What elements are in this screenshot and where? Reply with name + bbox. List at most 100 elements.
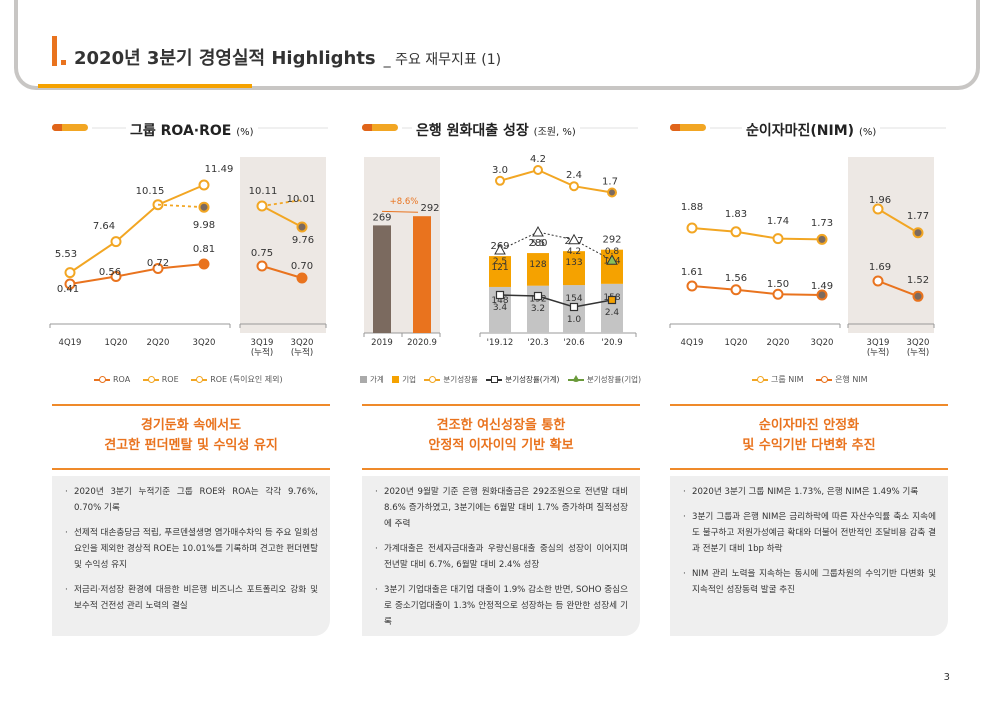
legend-growth-label: 분기성장률 — [443, 375, 478, 384]
title-accent-bar — [52, 36, 57, 66]
title-accent-dot — [61, 60, 66, 65]
annual-shade — [364, 157, 440, 333]
legend-household-label: 가계 — [370, 375, 384, 384]
corporate-bar — [601, 249, 623, 284]
legend-roa: ROA — [94, 375, 130, 384]
roe-point — [110, 236, 122, 248]
household-growth-label: 1.0 — [567, 315, 582, 325]
household-bar — [563, 285, 585, 333]
roe-adjusted-data-label: 10.01 — [287, 194, 316, 205]
household-growth-label: 2.4 — [605, 308, 620, 318]
roa-point — [296, 272, 308, 284]
group-nim-point — [772, 233, 784, 245]
section-1-title: 그룹 ROA·ROE (%) — [126, 120, 258, 140]
chart-1-x-label: 3Q20 — [193, 338, 216, 348]
household-bar — [601, 283, 623, 333]
legend-corporate: 기업 — [392, 374, 416, 385]
legend-group-nim-label: 그룹 NIM — [771, 375, 804, 384]
bank-nim-label: 1.61 — [681, 267, 703, 278]
corporate-growth-label: 4.2 — [567, 247, 581, 257]
page-title-text: 2020년 3분기 경영실적 Highlights — [74, 48, 376, 69]
corporate-growth-label: 2.5 — [493, 257, 507, 267]
corporate-growth-point — [606, 254, 618, 265]
section-3-headline: 순이자마진 안정화 및 수익기반 다변화 추진 — [670, 404, 948, 470]
roa-data-label: 0.70 — [291, 261, 313, 272]
roe-adjusted-point — [198, 201, 210, 213]
growth-data-label: 2.4 — [566, 170, 582, 181]
bank-nim-point — [912, 290, 924, 302]
household-bar-label: 158 — [603, 293, 620, 303]
group-nim-point — [872, 203, 884, 215]
section-2-unit: (조원, %) — [533, 127, 576, 138]
page-subtitle: _ 주요 재무지표 (1) — [383, 52, 502, 68]
growth-point — [569, 181, 579, 192]
group-nim-label: 1.77 — [907, 211, 929, 222]
section-1-headline-line-2: 견고한 펀더멘탈 및 수익성 유지 — [104, 438, 278, 453]
section-3-bullet: 3분기 그룹과 은행 NIM은 금리하락에 따른 자산수익률 축소 지속에도 불… — [682, 509, 936, 557]
chart-1b-x-label: (누적) — [251, 347, 273, 358]
growth-point — [607, 187, 617, 198]
household-growth-point — [607, 295, 617, 305]
section-2-title-text: 은행 원화대출 성장 — [416, 123, 529, 139]
section-1-notes: 2020년 3분기 누적기준 그룹 ROE와 ROA는 각각 9.76%, 0.… — [52, 476, 330, 636]
section-3-title-text: 순이자마진(NIM) — [746, 123, 855, 139]
roa-point — [198, 258, 210, 270]
section-1-headline-line-1: 경기둔화 속에서도 — [140, 418, 242, 433]
roe-line — [69, 184, 205, 274]
growth-point — [533, 165, 543, 175]
group-nim-point — [912, 227, 924, 239]
legend-bank-nim-label: 은행 NIM — [835, 375, 868, 384]
chart-3b-x-label: (누적) — [907, 347, 929, 358]
legend-growth-corporate: 분기성장률(기업) — [567, 374, 641, 385]
cumulative-shade — [240, 157, 326, 333]
chart-3-x-label: 3Q20 — [811, 338, 834, 348]
legend-corporate-label: 기업 — [402, 375, 417, 384]
household-growth-label: 3.2 — [531, 304, 545, 314]
corporate-growth-point — [494, 243, 506, 255]
chart-3b-x-label: 3Q20 — [907, 338, 930, 348]
legend-bank-nim: 은행 NIM — [816, 374, 868, 385]
roe-point — [152, 199, 164, 211]
section-3-title: 순이자마진(NIM) (%) — [742, 120, 881, 140]
roe-data-label: 7.64 — [93, 221, 115, 232]
roe-adjusted-line — [157, 203, 205, 209]
roa-point — [64, 278, 76, 290]
roa-data-label: 0.81 — [193, 244, 215, 255]
section-3-headline-line-2: 및 수익기반 다변화 추진 — [742, 438, 876, 453]
chart-3-x-label: 1Q20 — [725, 338, 748, 348]
legend-household: 가계 — [360, 374, 384, 385]
group-nim-point — [730, 226, 742, 238]
loan-bar — [413, 216, 431, 333]
total-bar-label: 287 — [564, 236, 583, 247]
bank-nim-line — [691, 285, 823, 296]
section-2-headline-line-1: 견조한 여신성장을 통한 — [436, 418, 566, 433]
legend-growth-corporate-label: 분기성장률(기업) — [586, 375, 641, 384]
section-2-notes: 2020년 9월말 기준 은행 원화대출금은 292조원으로 전년말 대비 8.… — [362, 476, 640, 636]
section-1-bullet: 저금리·저성장 환경에 대응한 비은행 비즈니스 포트폴리오 강화 및 보수적 … — [64, 582, 318, 614]
total-bar-label: 280 — [528, 238, 547, 249]
legend-roe-label: ROE — [161, 375, 179, 384]
roa-point — [152, 263, 164, 274]
section-1-bullet: 선제적 대손충당금 적립, 푸르덴셜생명 염가매수차익 등 주요 일회성요인을 … — [64, 525, 318, 573]
legend-roa-icon — [94, 376, 110, 383]
household-bar — [527, 285, 549, 333]
group-nim-label: 1.74 — [767, 216, 789, 227]
roa-data-label: 0.75 — [251, 248, 273, 259]
growth-data-label: 4.2 — [530, 154, 546, 165]
section-1-bullet: 2020년 3분기 누적기준 그룹 ROE와 ROA는 각각 9.76%, 0.… — [64, 484, 318, 516]
roe-point — [296, 221, 308, 233]
section-2-headline: 견조한 여신성장을 통한 안정적 이자이익 기반 확보 — [362, 404, 640, 470]
roe-point — [64, 267, 76, 279]
household-growth-line — [499, 294, 613, 308]
section-3-notes: 2020년 3분기 그룹 NIM은 1.73%, 은행 NIM은 1.49% 기… — [670, 476, 948, 636]
corporate-bar — [527, 253, 549, 286]
page-title: 2020년 3분기 경영실적 Highlights _ 주요 재무지표 (1) — [74, 44, 501, 70]
bank-nim-point — [772, 288, 784, 300]
roe-data-label: 9.76 — [292, 235, 314, 246]
roe-data-label: 11.49 — [205, 164, 234, 175]
section-1-title-text: 그룹 ROA·ROE — [130, 123, 232, 139]
household-growth-point — [533, 291, 543, 301]
bank-nim-point — [816, 289, 828, 301]
group-nim-point — [816, 233, 828, 245]
household-bar — [489, 286, 511, 333]
